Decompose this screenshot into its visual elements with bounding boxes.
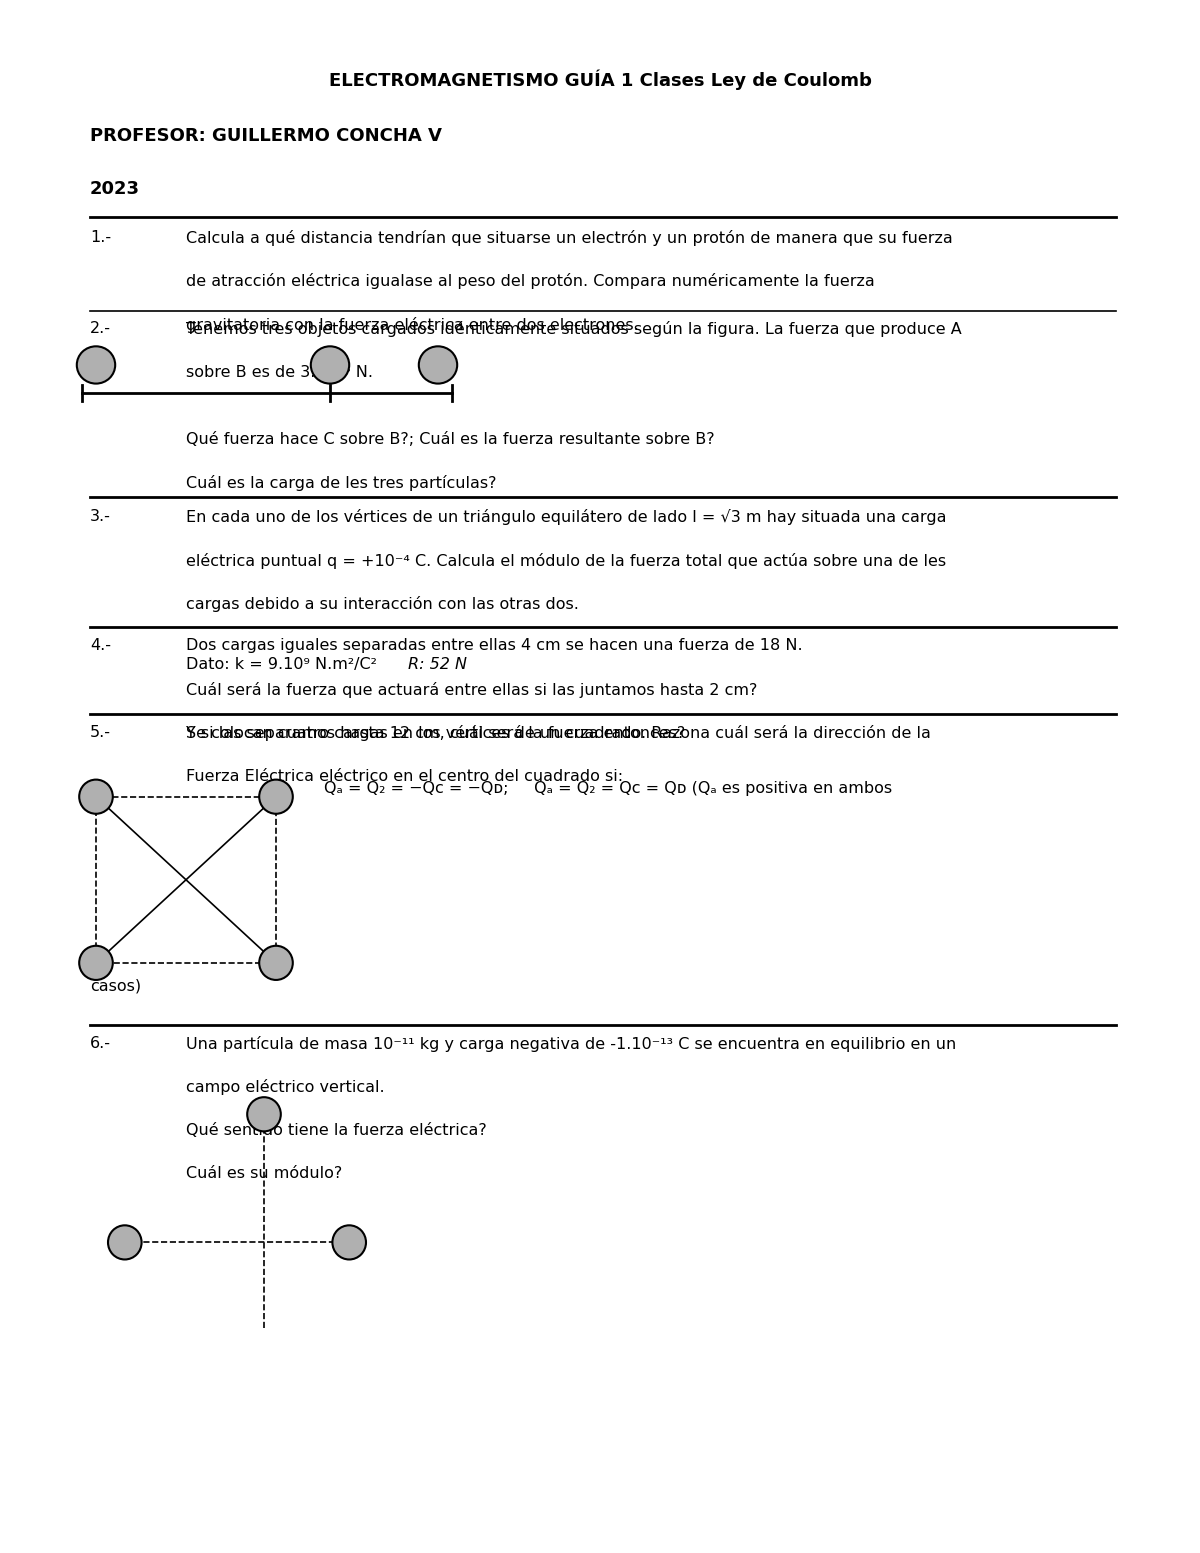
Text: Dato: k = 9.10⁹ N.m²/C²: Dato: k = 9.10⁹ N.m²/C² [186,657,382,672]
Text: Qₐ = Q₂ = −Qᴄ = −Qᴅ;     Qₐ = Q₂ = Qᴄ = Qᴅ (Qₐ es positiva en ambos: Qₐ = Q₂ = −Qᴄ = −Qᴅ; Qₐ = Q₂ = Qᴄ = Qᴅ (… [324,781,892,797]
Text: Calcula a qué distancia tendrían que situarse un electrón y un protón de manera : Calcula a qué distancia tendrían que sit… [186,230,953,245]
Text: ELECTROMAGNETISMO GUÍA 1 Clases Ley de Coulomb: ELECTROMAGNETISMO GUÍA 1 Clases Ley de C… [329,70,871,90]
Text: eléctrica puntual q = +10⁻⁴ C. Calcula el módulo de la fuerza total que actúa so: eléctrica puntual q = +10⁻⁴ C. Calcula e… [186,553,946,568]
Text: Tenemos tres objetos cargados idénticamente situados según la figura. La fuerza : Tenemos tres objetos cargados idénticame… [186,321,961,337]
Text: 6.-: 6.- [90,1036,112,1051]
Text: 4.-: 4.- [90,638,112,654]
Ellipse shape [79,946,113,980]
Text: campo eléctrico vertical.: campo eléctrico vertical. [186,1079,385,1095]
Ellipse shape [332,1225,366,1259]
Text: Y si las separamos hasta 12 cm, cuál será la fuerza entonces?: Y si las separamos hasta 12 cm, cuál ser… [186,725,685,741]
Text: Dos cargas iguales separadas entre ellas 4 cm se hacen una fuerza de 18 N.: Dos cargas iguales separadas entre ellas… [186,638,803,654]
Text: 3.-: 3.- [90,509,110,525]
Text: 2023: 2023 [90,180,140,199]
Text: casos): casos) [90,978,142,994]
Text: En cada uno de los vértices de un triángulo equilátero de lado l = √3 m hay situ: En cada uno de los vértices de un triáng… [186,509,947,525]
Ellipse shape [311,346,349,384]
Ellipse shape [108,1225,142,1259]
Text: Una partícula de masa 10⁻¹¹ kg y carga negativa de -1.10⁻¹³ C se encuentra en eq: Una partícula de masa 10⁻¹¹ kg y carga n… [186,1036,956,1051]
Ellipse shape [259,946,293,980]
Text: gravitatoria con la fuerza eléctrica entre dos electrones.: gravitatoria con la fuerza eléctrica ent… [186,317,638,332]
Text: Fuerza Eléctrica eléctrico en el centro del cuadrado si:: Fuerza Eléctrica eléctrico en el centro … [186,769,623,784]
Text: 1.-: 1.- [90,230,112,245]
Ellipse shape [419,346,457,384]
Text: cargas debido a su interacción con las otras dos.: cargas debido a su interacción con las o… [186,596,578,612]
Text: R: 52 N: R: 52 N [408,657,467,672]
Text: Se colocan cuatro cargas en los vértices de un cuadrado. Razona cuál será la dir: Se colocan cuatro cargas en los vértices… [186,725,931,741]
Ellipse shape [259,780,293,814]
Ellipse shape [79,780,113,814]
Text: Cuál será la fuerza que actuará entre ellas si las juntamos hasta 2 cm?: Cuál será la fuerza que actuará entre el… [186,682,757,697]
Text: Qué fuerza hace C sobre B?; Cuál es la fuerza resultante sobre B?: Qué fuerza hace C sobre B?; Cuál es la f… [186,432,715,447]
Text: PROFESOR: GUILLERMO CONCHA V: PROFESOR: GUILLERMO CONCHA V [90,127,442,146]
Ellipse shape [77,346,115,384]
Text: 5.-: 5.- [90,725,112,741]
Text: sobre B es de 3.10⁻⁵ N.: sobre B es de 3.10⁻⁵ N. [186,365,373,380]
Text: Qué sentido tiene la fuerza eléctrica?: Qué sentido tiene la fuerza eléctrica? [186,1123,487,1138]
Ellipse shape [247,1096,281,1131]
Text: Cuál es su módulo?: Cuál es su módulo? [186,1166,342,1182]
Text: 2.-: 2.- [90,321,112,337]
Text: de atracción eléctrica igualase al peso del protón. Compara numéricamente la fue: de atracción eléctrica igualase al peso … [186,273,875,289]
Text: Cuál es la carga de les tres partículas?: Cuál es la carga de les tres partículas? [186,475,497,491]
